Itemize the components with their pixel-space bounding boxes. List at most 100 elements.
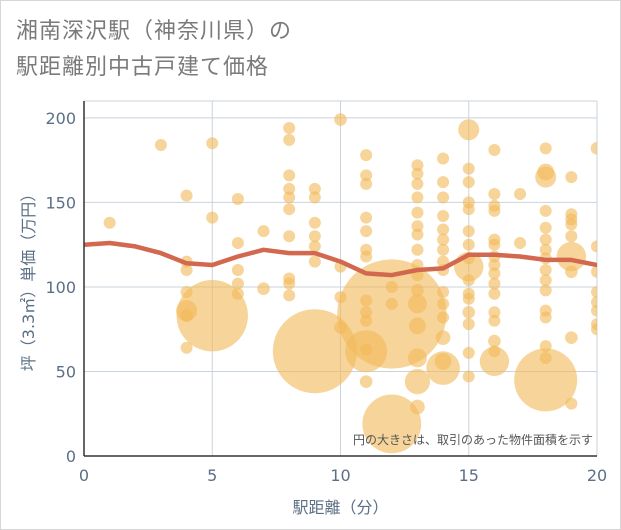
- data-point: [231, 193, 244, 206]
- data-point: [458, 119, 480, 141]
- data-point: [103, 216, 116, 229]
- data-point: [176, 279, 248, 352]
- data-point: [408, 348, 427, 368]
- x-tick-label: 0: [79, 466, 89, 485]
- y-tick-label: 100: [45, 278, 76, 297]
- data-point: [359, 375, 373, 388]
- data-point: [488, 187, 501, 200]
- data-point: [514, 237, 527, 249]
- data-point: [565, 171, 578, 184]
- data-point: [154, 138, 167, 151]
- data-point: [283, 169, 296, 182]
- trend-layer: [84, 240, 597, 278]
- data-point: [180, 189, 193, 202]
- data-point: [231, 287, 244, 300]
- data-point: [539, 351, 552, 364]
- data-point: [385, 280, 398, 293]
- data-point: [411, 159, 424, 172]
- data-point: [514, 348, 578, 412]
- data-point: [488, 258, 501, 271]
- data-point: [283, 191, 296, 204]
- data-point: [360, 294, 373, 307]
- data-point: [411, 206, 424, 219]
- data-point: [591, 265, 597, 278]
- data-point: [539, 233, 552, 246]
- data-point: [257, 225, 270, 238]
- data-point: [565, 218, 578, 231]
- size-note: 円の大きさは、取引のあった物件面積を示す: [353, 432, 593, 447]
- data-point: [462, 346, 475, 359]
- data-point: [206, 137, 219, 150]
- data-point: [539, 204, 552, 217]
- data-point: [434, 352, 452, 370]
- data-point: [435, 330, 451, 346]
- x-tick-label: 5: [207, 466, 217, 485]
- data-point: [180, 286, 193, 299]
- data-point: [272, 309, 357, 394]
- data-point: [462, 292, 475, 305]
- bubble-series: [103, 113, 597, 454]
- data-point: [488, 314, 501, 327]
- data-point: [180, 309, 193, 322]
- data-point: [437, 311, 450, 324]
- chart-title-line-2: 駅距離別中古戸建て価格: [16, 55, 270, 80]
- data-point: [308, 182, 321, 195]
- data-point: [231, 264, 244, 277]
- data-point: [565, 230, 578, 243]
- data-point: [462, 162, 475, 175]
- data-point: [437, 286, 450, 299]
- y-axis-label: 坪（3.3㎡）単価（万円）: [19, 186, 38, 371]
- data-point: [257, 282, 270, 295]
- x-axis-label: 駅距離（分）: [292, 498, 388, 517]
- data-point: [591, 304, 597, 317]
- data-point: [334, 113, 347, 126]
- data-point: [539, 221, 552, 234]
- data-point: [590, 142, 597, 155]
- data-point: [360, 177, 373, 190]
- data-point: [334, 321, 347, 334]
- data-point: [308, 191, 321, 204]
- data-point: [462, 203, 475, 216]
- data-point: [180, 264, 193, 277]
- data-point: [539, 243, 552, 256]
- tick-labels: 0 50 100 150 200 0 5 10 15 20: [45, 109, 607, 485]
- data-point: [539, 142, 552, 155]
- data-point: [591, 323, 597, 336]
- chart-title-line-1: 湘南深沢駅（神奈川県）の: [16, 19, 293, 44]
- y-tick-label: 0: [66, 447, 76, 466]
- data-point: [411, 191, 424, 204]
- data-point: [591, 286, 597, 299]
- y-tick-label: 200: [45, 109, 76, 128]
- data-point: [488, 287, 501, 300]
- data-point: [360, 149, 373, 162]
- data-point: [488, 345, 501, 358]
- data-point: [206, 211, 219, 224]
- data-point: [437, 223, 450, 236]
- data-point: [283, 277, 296, 290]
- data-point: [556, 241, 587, 272]
- data-point: [411, 243, 424, 256]
- data-point: [409, 317, 426, 335]
- data-point: [360, 250, 373, 263]
- data-point: [539, 284, 552, 297]
- data-point: [591, 240, 597, 253]
- data-point: [362, 394, 422, 454]
- data-point: [360, 314, 373, 327]
- data-point: [565, 331, 578, 344]
- y-tick-label: 50: [56, 362, 76, 381]
- data-point: [410, 399, 425, 415]
- data-point: [411, 177, 424, 190]
- data-point: [539, 311, 552, 324]
- data-point: [437, 209, 450, 222]
- data-point: [514, 187, 527, 200]
- data-point: [488, 204, 501, 217]
- data-point: [360, 306, 373, 319]
- data-point: [539, 274, 552, 287]
- data-point: [283, 182, 296, 195]
- data-point: [462, 238, 475, 251]
- trend-line: [84, 240, 597, 278]
- data-point: [404, 369, 431, 395]
- data-point: [283, 133, 296, 146]
- data-point: [539, 340, 552, 353]
